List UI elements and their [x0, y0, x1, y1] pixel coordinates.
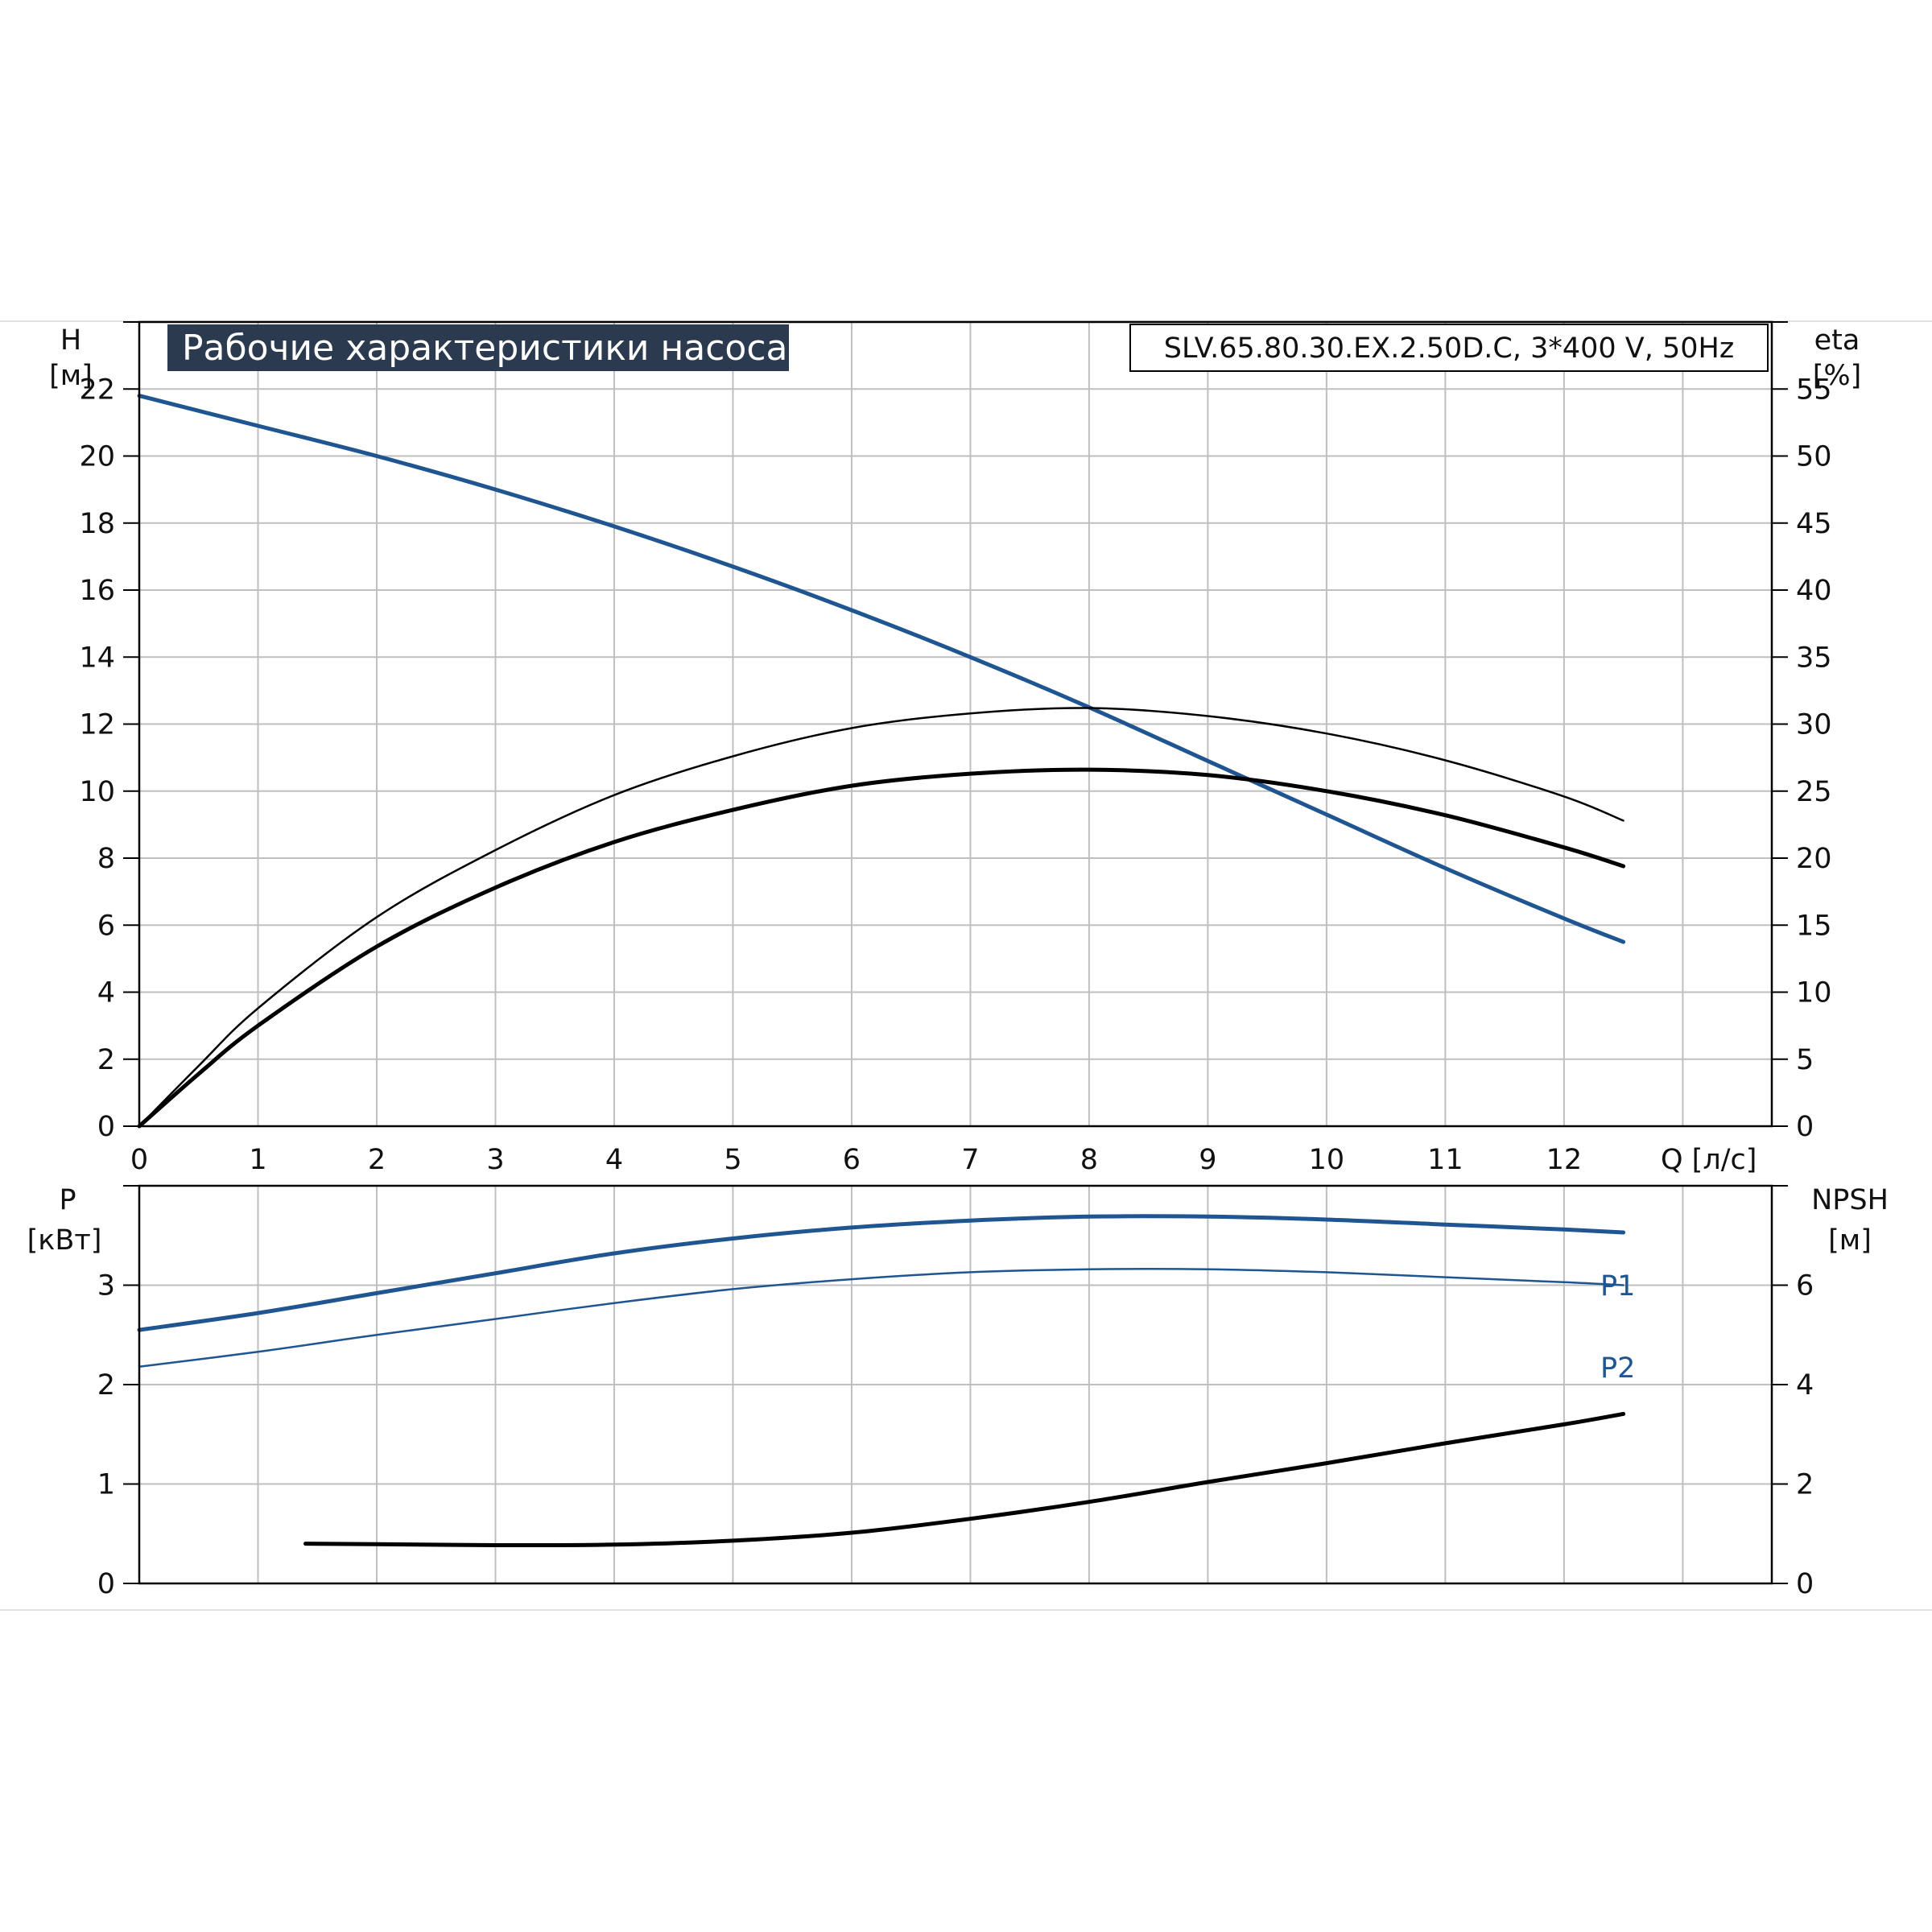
bottom-left-tick-label: 2	[97, 1369, 115, 1402]
bottom-right-tick-label: 0	[1796, 1568, 1814, 1600]
top-x-tick-label: 10	[1309, 1144, 1345, 1176]
top-left-tick-label: 0	[97, 1111, 115, 1143]
top-right-tick-label: 45	[1796, 508, 1832, 540]
top-right-tick-label: 35	[1796, 642, 1832, 674]
curve-top-series-0	[137, 394, 1626, 944]
curve-top-series-2	[137, 767, 1626, 1129]
curve-bottom-series-2	[303, 1411, 1626, 1548]
top-right-tick-label: 50	[1796, 441, 1832, 473]
top-left-tick-label: 22	[79, 374, 115, 406]
series-label-p1: P1	[1600, 1270, 1635, 1302]
model-box	[1129, 324, 1769, 372]
frame-layer	[138, 320, 1773, 1585]
x-axis-label: Q [л/с]	[1661, 1144, 1757, 1176]
top-left-tick-label: 12	[79, 709, 115, 741]
curve-p1	[137, 1214, 1626, 1332]
bottom-right-unit-symbol: NPSH	[1811, 1184, 1889, 1216]
top-right-tick-label: 5	[1796, 1044, 1814, 1076]
curve-p2	[138, 1268, 1624, 1368]
top-right-tick-label: 10	[1796, 977, 1832, 1009]
chart-title: Рабочие характеристики насоса	[182, 328, 787, 369]
tick-layer: 0246810121416182022051015202530354045505…	[79, 321, 1832, 1600]
top-x-tick-label: 3	[486, 1144, 504, 1176]
bottom-left-unit-symbol: P	[59, 1184, 76, 1216]
model-label: SLV.65.80.30.EX.2.50D.C, 3*400 V, 50Hz	[1164, 332, 1734, 365]
top-right-tick-label: 15	[1796, 910, 1832, 942]
top-right-tick-label: 25	[1796, 776, 1832, 808]
curve-top-series-1	[138, 707, 1624, 1128]
top-left-tick-label: 14	[79, 642, 115, 674]
top-left-tick-label: 8	[97, 843, 115, 875]
top-x-tick-label: 8	[1080, 1144, 1098, 1176]
bottom-right-tick-label: 2	[1796, 1469, 1814, 1501]
top-x-tick-label: 1	[249, 1144, 266, 1176]
top-left-tick-label: 16	[79, 575, 115, 607]
bottom-right-unit: [м]	[1828, 1224, 1872, 1257]
title-banner	[167, 324, 789, 371]
bottom-left-tick-label: 0	[97, 1568, 115, 1600]
top-left-tick-label: 20	[79, 441, 115, 473]
curve-layer	[137, 394, 1626, 1548]
top-x-tick-label: 0	[130, 1144, 148, 1176]
top-x-tick-label: 12	[1546, 1144, 1583, 1176]
top-left-tick-label: 6	[97, 910, 115, 942]
top-x-tick-label: 6	[843, 1144, 861, 1176]
top-left-unit: [м]	[49, 360, 93, 392]
bottom-right-tick-label: 4	[1796, 1369, 1814, 1402]
top-left-tick-label: 2	[97, 1044, 115, 1076]
bottom-left-unit: [кВт]	[27, 1224, 102, 1257]
series-label-p2: P2	[1600, 1352, 1635, 1385]
top-right-tick-label: 55	[1796, 374, 1832, 406]
top-left-tick-label: 18	[79, 508, 115, 540]
top-x-tick-label: 9	[1199, 1144, 1216, 1176]
top-right-unit-symbol: eta	[1814, 324, 1860, 357]
top-right-unit: [%]	[1813, 360, 1862, 392]
top-x-tick-label: 4	[605, 1144, 623, 1176]
bottom-right-tick-label: 6	[1796, 1270, 1814, 1302]
bottom-left-tick-label: 3	[97, 1270, 115, 1302]
top-right-tick-label: 40	[1796, 575, 1832, 607]
top-x-tick-label: 11	[1427, 1144, 1463, 1176]
top-left-tick-label: 4	[97, 977, 115, 1009]
top-right-tick-label: 0	[1796, 1111, 1814, 1143]
bottom-left-tick-label: 1	[97, 1469, 115, 1501]
grid-layer	[139, 322, 1772, 1583]
top-x-tick-label: 7	[961, 1144, 979, 1176]
top-left-unit-symbol: H	[60, 324, 81, 357]
top-left-tick-label: 10	[79, 776, 115, 808]
top-x-tick-label: 2	[368, 1144, 386, 1176]
top-right-tick-label: 20	[1796, 843, 1832, 875]
top-x-tick-label: 5	[724, 1144, 741, 1176]
top-right-tick-label: 30	[1796, 709, 1832, 741]
